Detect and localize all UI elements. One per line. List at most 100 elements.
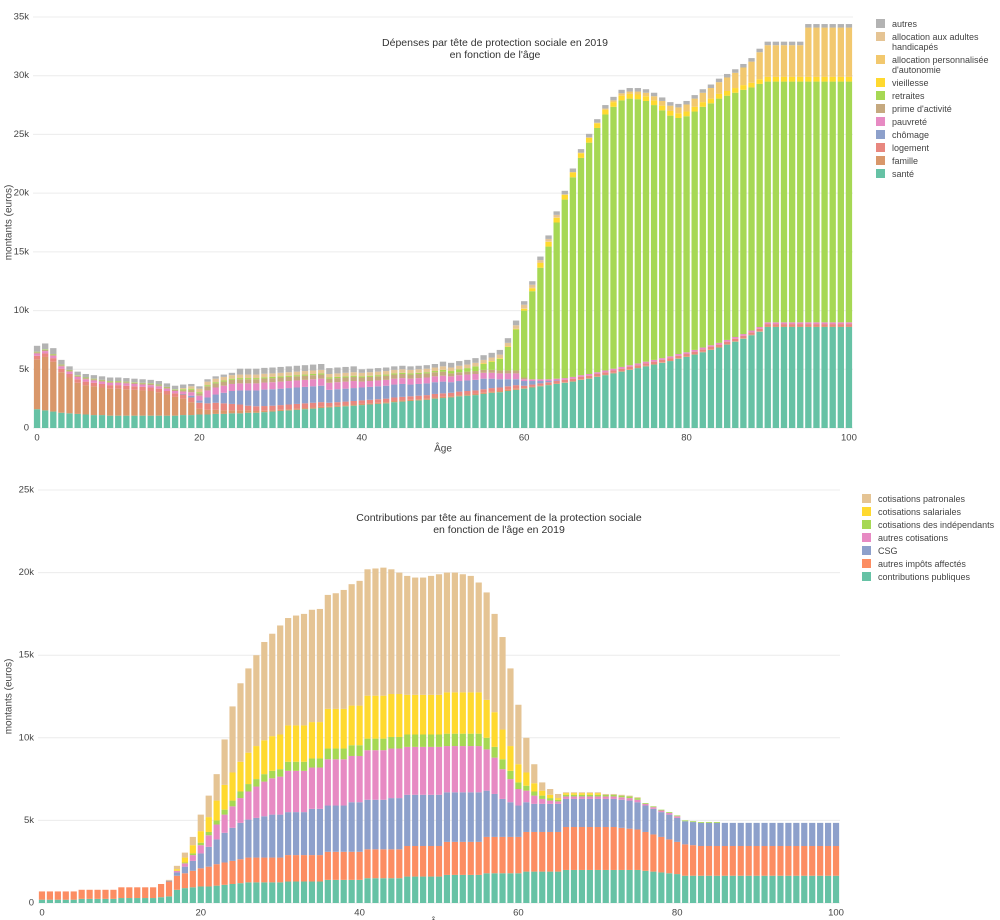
bar-segment [253,406,260,411]
bar-segment [586,827,593,870]
bar-segment [229,806,236,828]
bar-segment [253,410,260,413]
bar-segment [301,409,309,428]
bar-segment [626,869,633,903]
bar-segment [729,846,736,876]
bar-segment [123,381,130,383]
bar-segment [837,326,844,328]
bar-segment [675,113,682,118]
bar-segment [713,846,721,876]
bar-segment [115,381,122,382]
legend-label: autres cotisations [878,533,949,543]
bar-segment [163,387,171,389]
bar-segment [301,375,309,380]
bar-segment [480,359,487,364]
y-tick-label: 10k [14,305,30,316]
bar-segment [602,105,609,109]
y-tick-label: 5k [19,364,29,375]
bar-segment [427,734,435,747]
bar-segment [374,371,382,376]
bar-segment [229,706,236,773]
bar-segment [332,593,339,709]
bar-segment [277,366,284,373]
bar-segment [364,569,371,696]
bar-segment [642,363,650,366]
bar-segment [707,88,715,99]
bar-segment [443,792,451,842]
bar-segment [475,874,482,903]
bar-segment [713,822,721,823]
bar-segment [456,375,463,382]
bar-segment [324,708,331,749]
bar-segment [674,817,681,842]
bar-segment [261,367,268,374]
bar-segment [788,41,796,46]
bar-segment [740,63,747,68]
bar-segment [220,392,227,404]
bar-segment [788,76,796,82]
y-axis-title: montants (euros) [4,185,15,261]
bar-segment [837,81,844,323]
bar-segment [618,371,625,372]
bar-segment [82,414,89,428]
bar-segment [553,217,560,218]
bar-segment [269,373,276,377]
bar-segment [829,24,836,28]
bar-segment [38,891,46,900]
bar-segment [131,415,138,428]
bar-segment [618,368,625,372]
bar-segment [467,874,474,903]
bar-segment [229,800,236,807]
bar-segment [236,368,244,375]
bar-segment [171,389,179,390]
bar-segment [244,379,252,384]
bar-segment [150,887,157,899]
bar-segment [721,875,728,903]
bar-segment [456,369,463,373]
bar-segment [407,369,414,374]
bar-segment [756,331,763,332]
bar-segment [496,387,503,392]
bar-segment [213,839,220,865]
bar-segment [374,402,382,404]
bar-segment [491,793,498,837]
bar-segment [561,199,568,379]
legend-swatch [862,559,871,568]
bar-segment [391,366,398,370]
bar-segment [561,382,568,428]
bar-segment [204,414,211,428]
bar-segment [753,822,760,847]
bar-segment [797,76,804,82]
bar-segment [805,24,812,28]
bar-segment [340,708,347,749]
bar-segment [42,343,49,350]
bar-segment [777,846,784,876]
bar-segment [106,377,114,382]
bar-segment [301,365,309,372]
bar-segment [764,327,771,428]
bar-segment [155,386,163,389]
chart-title: en fonction de l'âge [450,49,541,61]
bar-segment [269,367,276,374]
bar-segment [228,413,236,428]
bar-segment [521,377,528,380]
bar-segment [388,694,395,737]
bar-segment [745,875,752,903]
bar-segment [772,327,780,428]
bar-segment [547,798,554,801]
bar-segment [547,803,554,832]
bar-segment [431,364,439,368]
bar-segment [396,748,403,799]
bar-segment [642,803,649,804]
bar-segment [618,366,625,369]
bar-segment [553,211,560,215]
bar-segment [475,792,482,842]
bar-segment [539,803,546,832]
bar-segment [326,382,333,390]
bar-segment [126,887,133,899]
bar-segment [488,357,495,362]
bar-segment [650,364,658,365]
bar-segment [788,327,796,428]
bar-segment [780,324,788,327]
